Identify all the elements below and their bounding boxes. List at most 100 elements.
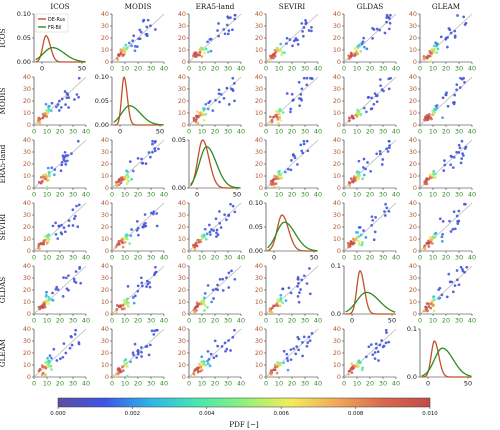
scatter-point	[360, 368, 364, 372]
y-tick-label: 0	[259, 58, 263, 66]
scatter-point	[209, 233, 212, 237]
scatter-point	[204, 237, 208, 241]
scatter-point	[448, 28, 452, 32]
x-tick-label: 10	[198, 317, 206, 325]
x-tick-label: 20	[442, 128, 450, 136]
y-tick-label: 0	[413, 247, 417, 255]
x-tick-label: 0	[264, 317, 268, 325]
scatter-point	[460, 139, 464, 143]
x-tick-label: 10	[353, 128, 361, 136]
colorbar-tick-label: 0.006	[273, 411, 289, 417]
panel-gleam-vs-era5-land: 00 10 10 20 20 30 30 40 40	[178, 325, 245, 387]
scatter-point	[225, 347, 229, 351]
x-tick-label: 20	[134, 254, 142, 262]
scatter-point	[302, 26, 306, 29]
scatter-point	[77, 342, 81, 346]
y-tick-label: 30	[255, 85, 263, 93]
scatter-point	[464, 145, 468, 149]
scatter-point	[196, 238, 200, 242]
scatter-point	[124, 43, 128, 47]
x-tick-label: 40	[392, 65, 400, 73]
x-tick-label: 10	[353, 65, 361, 73]
scatter-point	[194, 118, 198, 122]
panel-era5-land-vs-era5-land: 0 50 0.00 0.05	[172, 136, 241, 198]
scatter-point	[275, 365, 279, 369]
x-tick-label: 0	[264, 128, 268, 136]
x-tick-label: 40	[237, 65, 245, 73]
panel-seviri-vs-icos: 00 10 10 20 20 30 30 40 40	[23, 199, 90, 261]
row-label-gleam: GLEAM	[0, 339, 7, 367]
scatter-point	[447, 272, 451, 276]
scatter-point	[70, 335, 73, 339]
scatter-point	[198, 53, 202, 57]
scatter-point	[272, 56, 275, 60]
scatter-point	[59, 106, 63, 109]
y-tick-label: 10	[178, 46, 186, 54]
x-tick-label: 10	[353, 380, 361, 388]
scatter-point	[370, 215, 374, 219]
scatter-point	[46, 179, 49, 182]
scatter-point	[355, 48, 359, 51]
scatter-point	[448, 219, 451, 223]
y-tick-label: 40	[178, 199, 186, 207]
scatter-point	[216, 344, 219, 348]
scatter-point	[145, 344, 149, 348]
panel-icos-vs-gldas: 00 10 10 20 20 30 30 40 40	[333, 10, 400, 72]
scatter-point	[372, 102, 376, 106]
y-tick-label: 0	[259, 373, 263, 381]
scatter-point	[206, 350, 210, 353]
y-tick-label: 30	[101, 22, 109, 30]
density-curve-de-rus	[35, 34, 86, 63]
scatter-point	[299, 92, 303, 96]
y-tick-label: 10	[333, 235, 341, 243]
y-tick-label: 30	[23, 211, 31, 219]
column-title-gleam: GLEAM	[432, 2, 460, 11]
scatter-point	[306, 341, 310, 344]
y-tick-label: 30	[101, 337, 109, 345]
x-tick-label: 20	[56, 317, 64, 325]
scatter-point	[455, 88, 458, 92]
scatter-point	[64, 160, 67, 163]
scatter-point	[301, 341, 304, 344]
x-tick-label: 30	[147, 191, 155, 199]
panel-modis-vs-gldas: 00 10 10 20 20 30 30 40 40	[333, 73, 400, 135]
y-tick-label: 0	[105, 373, 109, 381]
x-tick-label: 40	[468, 254, 476, 262]
y-tick-label: 30	[23, 337, 31, 345]
x-tick-label: 40	[468, 191, 476, 199]
y-tick-label: 30	[333, 148, 341, 156]
scatter-point	[305, 139, 309, 143]
scatter-point	[459, 161, 463, 165]
y-tick-label: 40	[409, 136, 417, 144]
scatter-point	[50, 101, 54, 105]
scatter-point	[125, 297, 129, 301]
scatter-point	[222, 28, 226, 31]
scatter-point	[295, 345, 299, 348]
scatter-point	[272, 368, 275, 372]
scatter-point	[126, 301, 130, 305]
scatter-point	[301, 151, 305, 155]
scatter-point	[353, 52, 357, 56]
scatter-point	[356, 52, 359, 55]
scatter-point	[296, 278, 300, 281]
y-tick-label: 20	[23, 349, 31, 357]
scatter-point	[300, 149, 304, 153]
scatter-point	[71, 208, 75, 212]
scatter-point	[302, 335, 306, 339]
scatter-point	[148, 281, 151, 284]
scatter-point	[282, 361, 286, 365]
scatter-point	[126, 175, 130, 179]
scatter-point	[140, 281, 144, 285]
x-tick-label: 20	[56, 380, 64, 388]
scatter-point	[77, 76, 81, 80]
panel-icos-vs-modis: 00 10 10 20 20 30 30 40 40	[101, 10, 168, 72]
scatter-point	[211, 288, 215, 292]
scatter-point	[378, 78, 382, 81]
scatter-point	[422, 309, 426, 313]
scatter-point	[55, 105, 58, 109]
scatter-point	[375, 346, 378, 350]
density-curve-de-rus	[345, 270, 396, 315]
scatter-point	[45, 290, 48, 294]
scatter-point	[355, 171, 359, 174]
scatter-point	[387, 340, 391, 344]
